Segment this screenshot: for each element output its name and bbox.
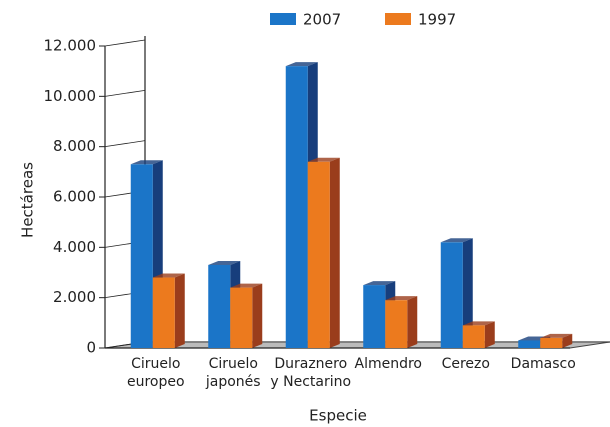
bar-top (152, 273, 185, 278)
bar-side (252, 283, 263, 348)
x-tick-label: Almendro (354, 356, 423, 372)
y-tick-label: 4.000 (53, 238, 96, 256)
bar-top (285, 62, 318, 67)
y-tick-label: 10.000 (44, 87, 97, 105)
legend-swatch (270, 13, 296, 25)
bar (285, 66, 308, 348)
y-tick-depth (104, 89, 146, 97)
bar-side (462, 238, 473, 348)
bar (440, 242, 463, 348)
y-tick-label: 12.000 (44, 37, 97, 55)
bar-top (462, 321, 495, 326)
x-tick-label: Cerezo (441, 356, 490, 372)
bar (152, 277, 175, 348)
bar (540, 337, 563, 348)
bar-top (230, 283, 263, 288)
bar (130, 164, 153, 348)
x-tick-label: Ciruelo japonés (205, 356, 261, 390)
bar-side (329, 157, 340, 348)
bar-side (174, 273, 185, 348)
y-tick-depth (104, 39, 146, 47)
legend-label: 1997 (418, 11, 456, 29)
y-tick-label: 6.000 (53, 188, 96, 206)
bar-top (363, 281, 396, 286)
y-tick-label: 0 (86, 339, 96, 357)
bar (208, 264, 231, 348)
y-tick-depth (104, 140, 146, 148)
bar (307, 161, 330, 348)
y-axis-label: Hectáreas (19, 162, 37, 238)
bar (363, 285, 386, 348)
bar-top (440, 238, 473, 243)
bar-top (540, 333, 573, 338)
y-tick-label: 8.000 (53, 137, 96, 155)
x-tick-label: Duraznero y Nectarino (270, 356, 352, 390)
legend-swatch (385, 13, 411, 25)
x-tick-label: Damasco (510, 356, 576, 372)
x-axis-label: Especie (309, 407, 367, 425)
bar-top (307, 157, 340, 162)
x-tick-label: Ciruelo europeo (126, 356, 185, 390)
bar-top (385, 296, 418, 301)
bar-side (562, 333, 573, 348)
bar-top (208, 260, 241, 265)
bar-side (484, 321, 495, 348)
bar-top (130, 160, 163, 165)
bar (230, 287, 253, 348)
legend-label: 2007 (303, 11, 341, 29)
bar (518, 340, 541, 348)
bar-side (407, 296, 418, 348)
bar (385, 300, 408, 348)
bar (462, 325, 485, 348)
y-tick-label: 2.000 (53, 288, 96, 306)
